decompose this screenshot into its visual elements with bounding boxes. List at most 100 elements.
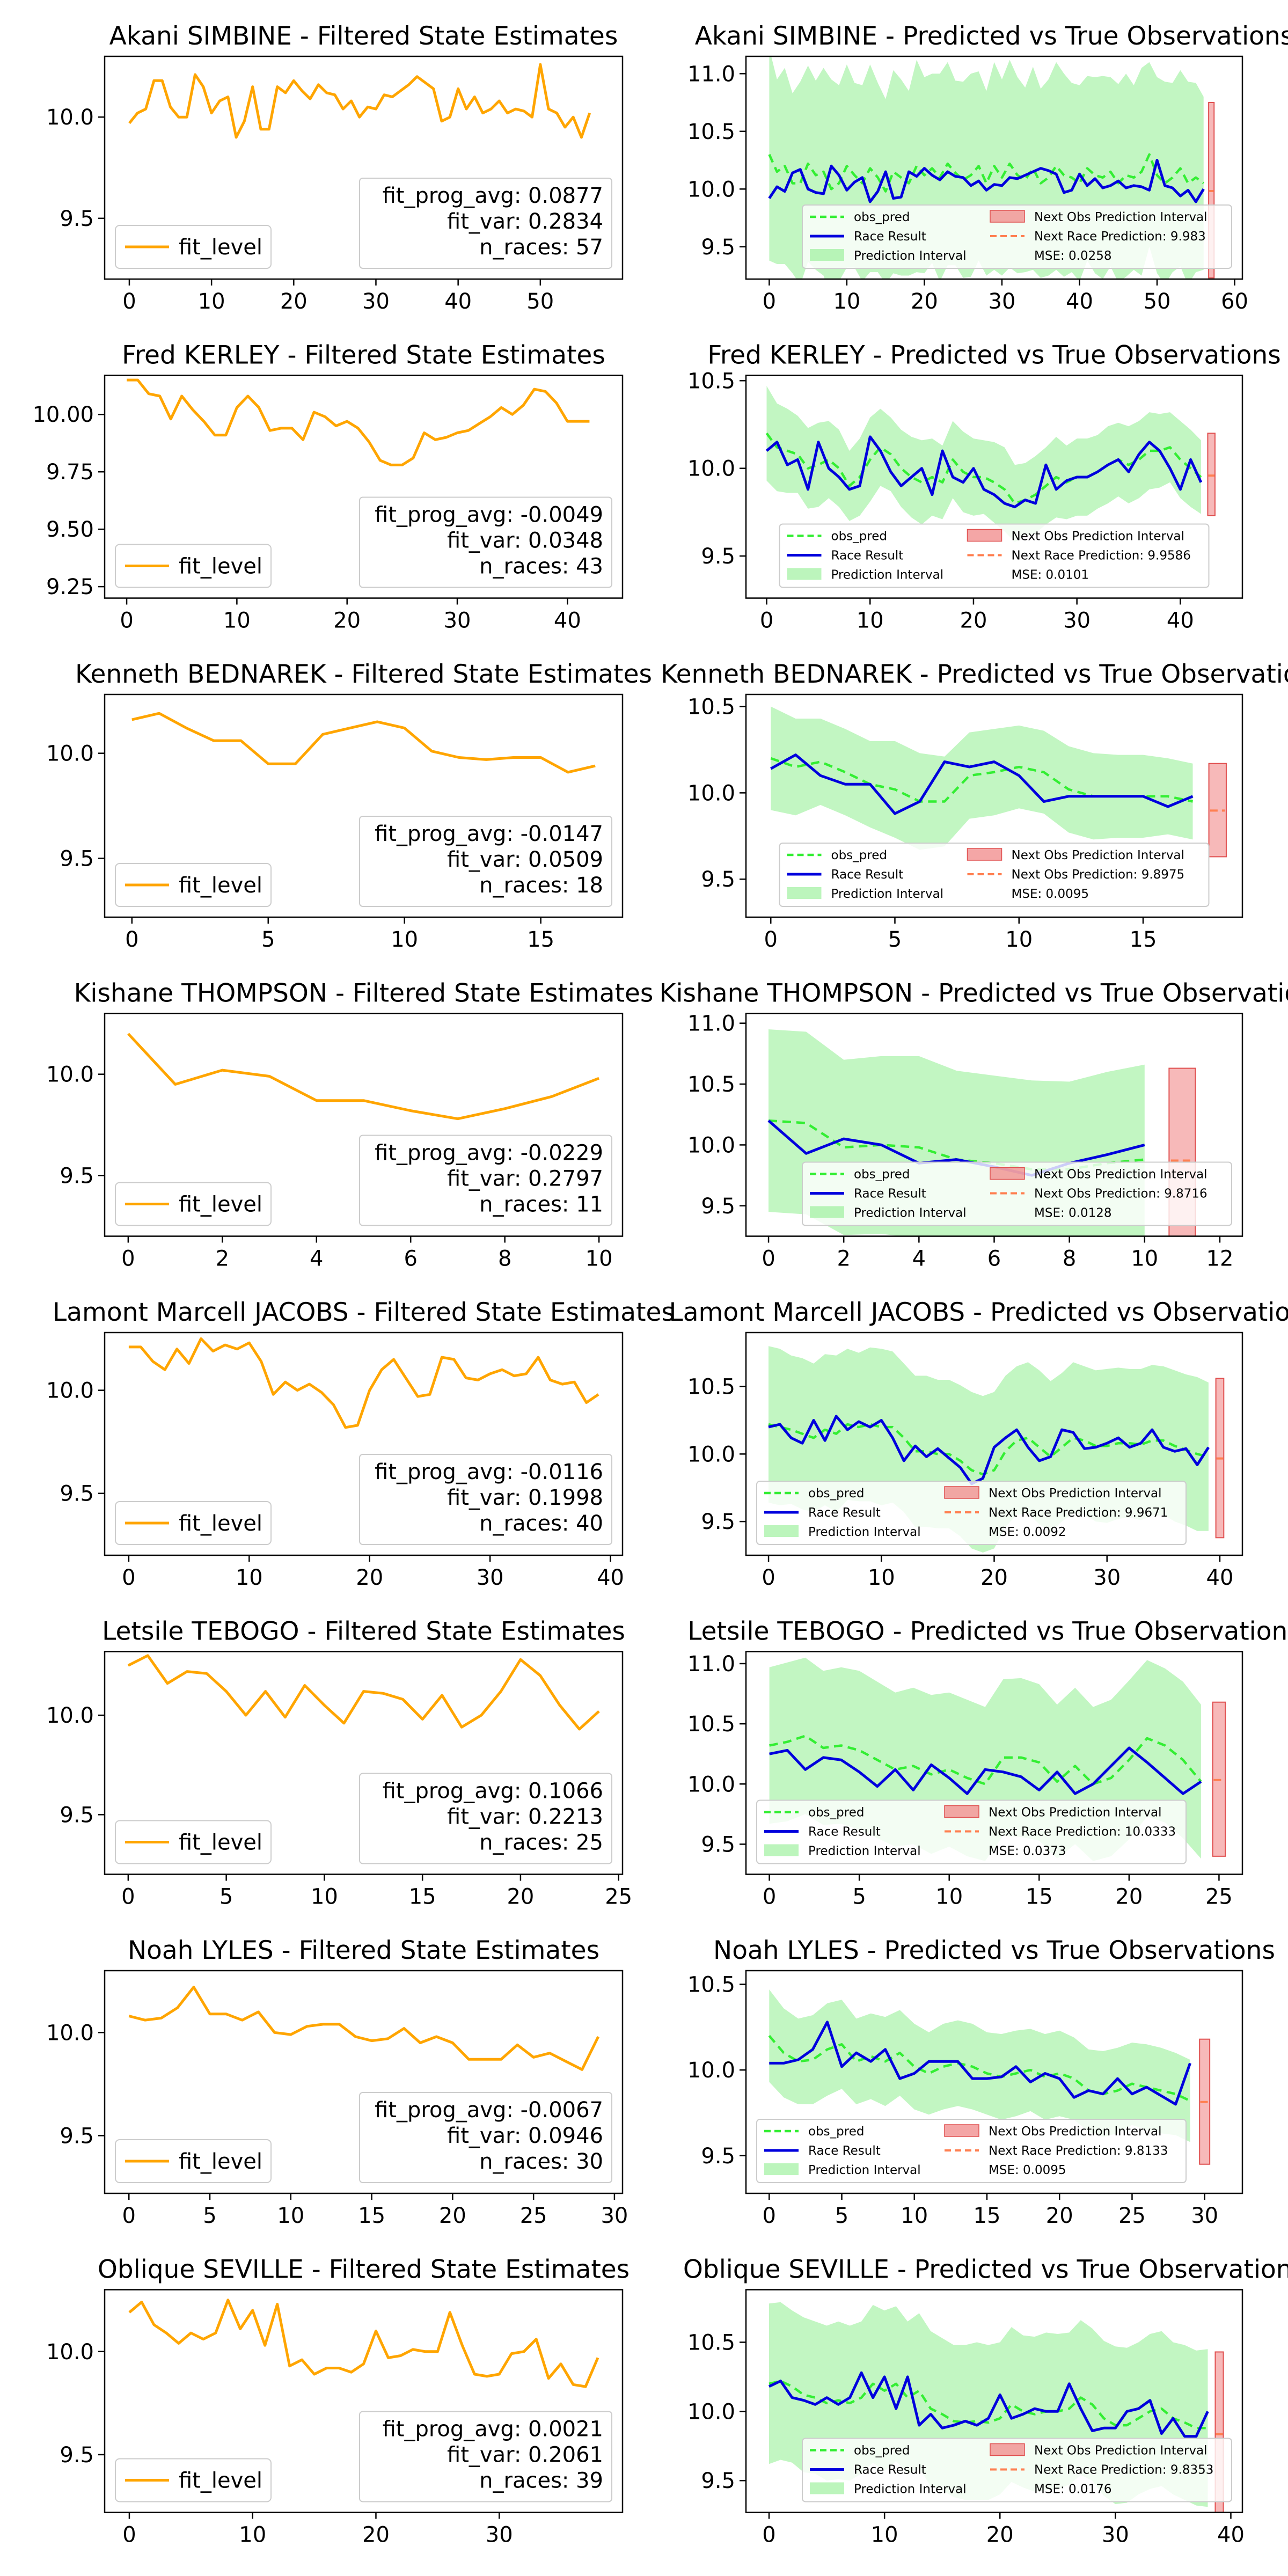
x-tick-label: 20: [1046, 2204, 1073, 2228]
legend-label-fit-level: fit_level: [179, 554, 262, 579]
x-tick-label: 30: [1093, 1565, 1121, 1590]
legend-label-next-interval: Next Obs Prediction Interval: [989, 2125, 1162, 2139]
x-tick-label: 0: [122, 289, 136, 314]
subplot-6: 0 2 4 6 8 10 9.5 10.0 Kishane THOMPSON - Filtere…: [46, 979, 653, 1271]
y-tick-label: 10.5: [687, 120, 735, 144]
y-tick-label: 10.0: [687, 1442, 735, 1467]
subplot-title: Kenneth BEDNAREK - Predicted vs True Obs…: [661, 660, 1288, 689]
x-tick-label: 20: [1115, 1885, 1143, 1909]
stats-line: fit_prog_avg: 0.0877: [383, 184, 603, 208]
legend-label-mse: MSE: 0.0258: [1034, 249, 1112, 263]
race-result-line: [767, 1119, 1145, 1177]
legend-swatch-prediction-interval: [810, 1206, 844, 1218]
x-tick-label: 10: [239, 2523, 266, 2548]
legend-box: [115, 225, 272, 269]
legend: fit_level: [115, 1182, 272, 1226]
x-tick-label: 25: [520, 2204, 547, 2228]
y-tick-label: 10.0: [46, 1703, 94, 1728]
axes-frame: [104, 1970, 624, 2194]
legend-label-mse: MSE: 0.0095: [989, 2163, 1066, 2177]
axes-frame: [104, 375, 624, 599]
obs-pred-line: [768, 2035, 1191, 2102]
legend-swatch-prediction-interval: [787, 887, 822, 899]
x-tick-label: 0: [763, 289, 776, 314]
legend-label-race-result: Race Result: [854, 2463, 926, 2477]
subplot-title: Oblique SEVILLE - Filtered State Estimat…: [98, 2255, 630, 2285]
subplot-title: Fred KERLEY - Filtered State Estimates: [122, 341, 605, 370]
x-tick-label: 10: [901, 2204, 928, 2228]
legend: obs_pred Race Result Prediction Interval Ne…: [802, 204, 1232, 269]
x-tick-label: 30: [601, 2204, 628, 2228]
legend-box: [115, 1501, 272, 1545]
legend-label-mse: MSE: 0.0373: [989, 1845, 1066, 1858]
y-tick-label: 9.5: [60, 2124, 94, 2148]
axes-frame: [104, 1651, 624, 1875]
x-tick-label: 0: [121, 1247, 135, 1271]
x-tick-label: 0: [120, 609, 133, 633]
y-tick-label: 10.0: [46, 742, 94, 766]
axes-frame: [104, 693, 624, 918]
axes-frame: [745, 375, 1243, 599]
fit-level-line: [131, 712, 596, 774]
y-tick-label: 10.00: [32, 402, 94, 427]
legend-label-prediction-interval: Prediction Interval: [854, 249, 967, 263]
legend-label-prediction-interval: Prediction Interval: [808, 1845, 921, 1858]
y-tick-label: 11.0: [687, 1652, 735, 1677]
stats-line: fit_var: 0.1998: [447, 1485, 603, 1510]
axes-frame: [745, 2289, 1243, 2513]
legend-label-race-result: Race Result: [808, 1825, 881, 1839]
legend-box: [115, 863, 272, 907]
legend-label-next-prediction: Next Obs Prediction: 9.8716: [1034, 1187, 1208, 1201]
x-tick-label: 20: [960, 609, 987, 633]
x-tick-label: 8: [1063, 1247, 1076, 1271]
plot-area: [128, 1986, 600, 2071]
y-tick-label: 9.5: [701, 1832, 735, 1857]
y-tick-label: 10.5: [687, 1712, 735, 1737]
x-tick-label: 30: [486, 2523, 513, 2548]
legend-label-obs-pred: obs_pred: [854, 2444, 910, 2458]
y-tick-label: 11.0: [687, 1012, 735, 1036]
subplot-title: Oblique SEVILLE - Predicted vs True Obse…: [683, 2255, 1288, 2285]
x-tick-label: 0: [122, 2523, 136, 2548]
y-tick-label: 9.5: [701, 1510, 735, 1534]
y-tick-label: 10.0: [46, 1379, 94, 1403]
y-tick-label: 10.0: [46, 2340, 94, 2365]
x-tick-label: 10: [223, 609, 251, 633]
legend-swatch-prediction-interval: [764, 1844, 799, 1856]
legend-label-obs-pred: obs_pred: [854, 210, 910, 224]
legend-swatch-prediction-interval: [764, 1525, 799, 1537]
legend-label-race-result: Race Result: [808, 2144, 881, 2158]
legend-swatch-prediction-interval: [810, 2482, 844, 2494]
x-tick-label: 0: [762, 1247, 775, 1271]
legend-label-next-prediction: Next Race Prediction: 9.9671: [989, 1506, 1168, 1520]
legend-label-mse: MSE: 0.0101: [1012, 568, 1089, 582]
prediction-interval-band: [769, 1989, 1190, 2142]
x-tick-label: 5: [219, 1885, 233, 1909]
legend-label-race-result: Race Result: [854, 1187, 926, 1201]
x-tick-label: 30: [989, 289, 1016, 314]
legend-swatch-prediction-interval: [764, 2163, 799, 2175]
legend-label-race-result: Race Result: [831, 868, 904, 882]
x-tick-label: 15: [1130, 927, 1157, 952]
stats-line: fit_prog_avg: -0.0067: [375, 2098, 603, 2123]
axes-frame: [104, 1013, 624, 1237]
fit-level-line: [128, 1986, 600, 2071]
obs-pred-line: [769, 2380, 1208, 2429]
x-tick-label: 20: [986, 2523, 1014, 2548]
legend-label-next-prediction: Next Race Prediction: 9.983: [1034, 230, 1206, 244]
x-tick-label: 10: [198, 289, 225, 314]
subplot-2: 0 10 20 30 40 9.25 9.50 9.75 10.00 Fred KERLEY - …: [32, 341, 624, 633]
y-tick-label: 10.5: [687, 1375, 735, 1400]
x-tick-label: 40: [554, 609, 581, 633]
y-tick-label: 10.0: [46, 2021, 94, 2045]
x-tick-label: 20: [280, 289, 308, 314]
x-tick-label: 30: [1191, 2204, 1218, 2228]
y-tick-label: 10.5: [687, 1072, 735, 1097]
legend: fit_level: [115, 2139, 272, 2183]
legend-swatch-prediction-interval: [787, 568, 822, 580]
x-tick-label: 30: [362, 289, 390, 314]
legend-label-obs-pred: obs_pred: [854, 1168, 910, 1182]
x-tick-label: 40: [444, 289, 472, 314]
